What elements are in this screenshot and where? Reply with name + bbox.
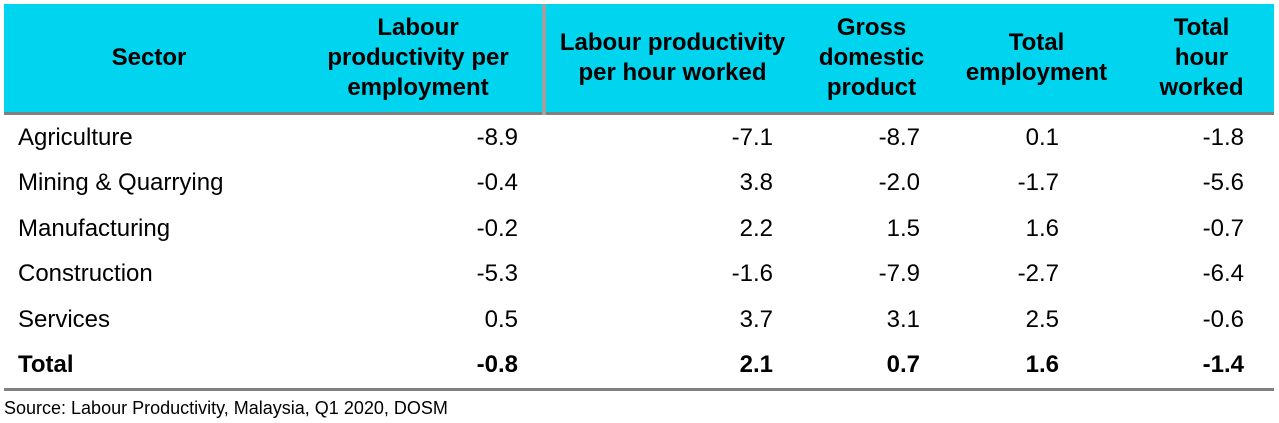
value-cell: -1.8 [1202,123,1244,151]
header-labour-productivity-per-employment: Labour productivity per employment [294,4,546,115]
value-cell: 1.6 [1025,214,1059,242]
total-row: Total -0.8 2.1 0.7 1.6 -1.4 [4,342,1274,391]
table-row: Manufacturing -0.2 2.2 1.5 1.6 -0.7 [4,206,1274,252]
value-cell: -5.6 [1202,169,1244,197]
sector-cell: Construction [18,260,153,288]
value-cell: 3.1 [886,305,920,333]
value-cell: -0.4 [476,169,518,197]
value-cell: 2.2 [739,214,773,242]
total-value-cell: 2.1 [544,342,799,391]
total-label-cell: Total [4,342,294,391]
total-value-cell: 0.7 [799,342,944,391]
value-cell: -1.6 [731,260,773,288]
value-cell: -0.6 [1202,305,1244,333]
value-cell: -7.1 [731,123,773,151]
value-cell: 3.7 [739,305,773,333]
total-value-cell: 1.6 [944,342,1129,391]
table-row: Services 0.5 3.7 3.1 2.5 -0.6 [4,297,1274,343]
value-cell: -2.7 [1017,260,1059,288]
value-cell: 2.5 [1025,305,1059,333]
value-cell: -1.7 [1017,169,1059,197]
value-cell: -2.0 [878,169,920,197]
header-total-employment: Total employment [944,4,1129,115]
sector-cell: Manufacturing [18,214,171,242]
productivity-table: Sector Labour productivity per employmen… [4,4,1274,391]
sector-cell: Mining & Quarrying [18,169,224,197]
sector-cell: Agriculture [18,123,133,151]
value-cell: -0.2 [476,214,518,242]
total-value-cell: -0.8 [294,342,544,391]
table-row: Construction -5.3 -1.6 -7.9 -2.7 -6.4 [4,252,1274,298]
table-row: Agriculture -8.9 -7.1 -8.7 0.1 -1.8 [4,114,1274,161]
header-labour-productivity-per-hour-worked: Labour productivity per hour worked [544,4,799,115]
productivity-table-container: Sector Labour productivity per employmen… [4,4,1274,391]
value-cell: -7.9 [878,260,920,288]
header-total-hour-worked: Total hour worked [1129,4,1274,115]
sector-cell: Services [18,305,111,333]
value-cell: 0.5 [484,305,518,333]
value-cell: -8.9 [476,123,518,151]
value-cell: -6.4 [1202,260,1244,288]
value-cell: -0.7 [1202,214,1244,242]
value-cell: 3.8 [739,169,773,197]
total-value-cell: -1.4 [1129,342,1274,391]
value-cell: 0.1 [1025,123,1059,151]
source-note: Source: Labour Productivity, Malaysia, Q… [4,398,448,418]
value-cell: -5.3 [476,260,518,288]
header-gross-domestic-product: Gross domestic product [799,4,944,115]
value-cell: 1.5 [886,214,920,242]
header-sector: Sector [4,4,294,115]
value-cell: -8.7 [878,123,920,151]
table-row: Mining & Quarrying -0.4 3.8 -2.0 -1.7 -5… [4,161,1274,207]
header-row: Sector Labour productivity per employmen… [4,4,1274,115]
